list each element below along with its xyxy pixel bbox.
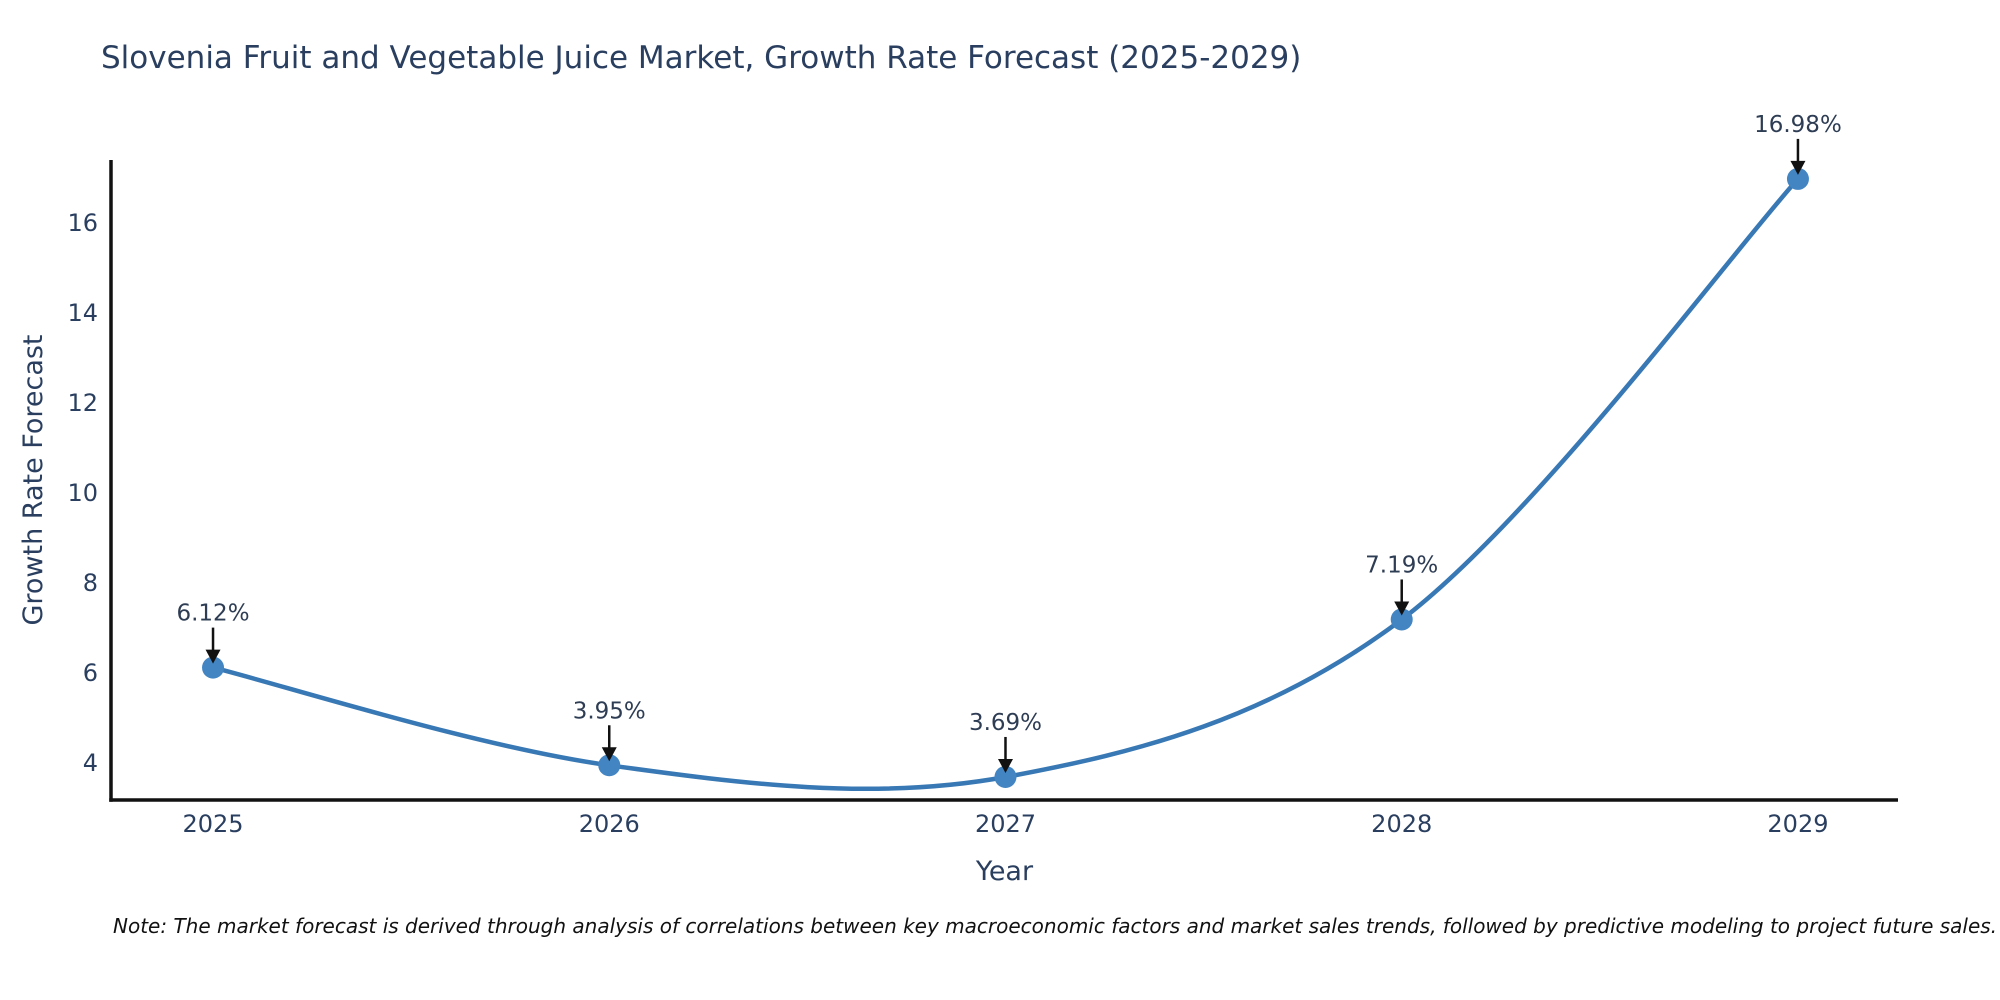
y-tick-label: 12	[67, 389, 98, 417]
y-axis-title: Growth Rate Forecast	[18, 334, 49, 625]
x-tick-label: 2026	[579, 810, 640, 838]
data-point-marker	[1390, 608, 1413, 631]
footnote-text: Note: The market forecast is derived thr…	[113, 914, 1998, 938]
annotation-arrowhead-icon	[1394, 601, 1410, 616]
data-point-marker	[1786, 167, 1809, 190]
y-tick-label: 16	[67, 209, 98, 237]
y-tick-label: 6	[83, 659, 98, 687]
x-tick-label: 2027	[975, 810, 1036, 838]
data-point-marker	[994, 765, 1017, 788]
y-tick-label: 14	[67, 299, 98, 327]
annotation-arrowhead-icon	[997, 758, 1013, 773]
x-axis-title: Year	[975, 856, 1034, 887]
y-tick-label: 10	[67, 479, 98, 507]
annotation-arrowhead-icon	[1790, 160, 1806, 175]
x-tick-label: 2028	[1371, 810, 1432, 838]
annotation-label: 16.98%	[1754, 112, 1842, 138]
chart-title: Slovenia Fruit and Vegetable Juice Marke…	[101, 40, 1302, 76]
x-tick-label: 2025	[182, 810, 243, 838]
x-tick-label: 2029	[1767, 810, 1828, 838]
y-tick-label: 4	[83, 749, 98, 777]
annotation-arrowhead-icon	[205, 649, 221, 664]
annotation-label: 6.12%	[176, 601, 249, 627]
series-line	[210, 176, 1801, 792]
annotation-arrowhead-icon	[601, 747, 617, 762]
y-tick-label: 8	[83, 569, 98, 597]
annotation-label: 7.19%	[1365, 552, 1438, 578]
data-point-marker	[202, 656, 225, 679]
data-point-marker	[598, 754, 621, 777]
annotation-label: 3.69%	[969, 710, 1042, 736]
annotation-label: 3.95%	[573, 698, 646, 724]
